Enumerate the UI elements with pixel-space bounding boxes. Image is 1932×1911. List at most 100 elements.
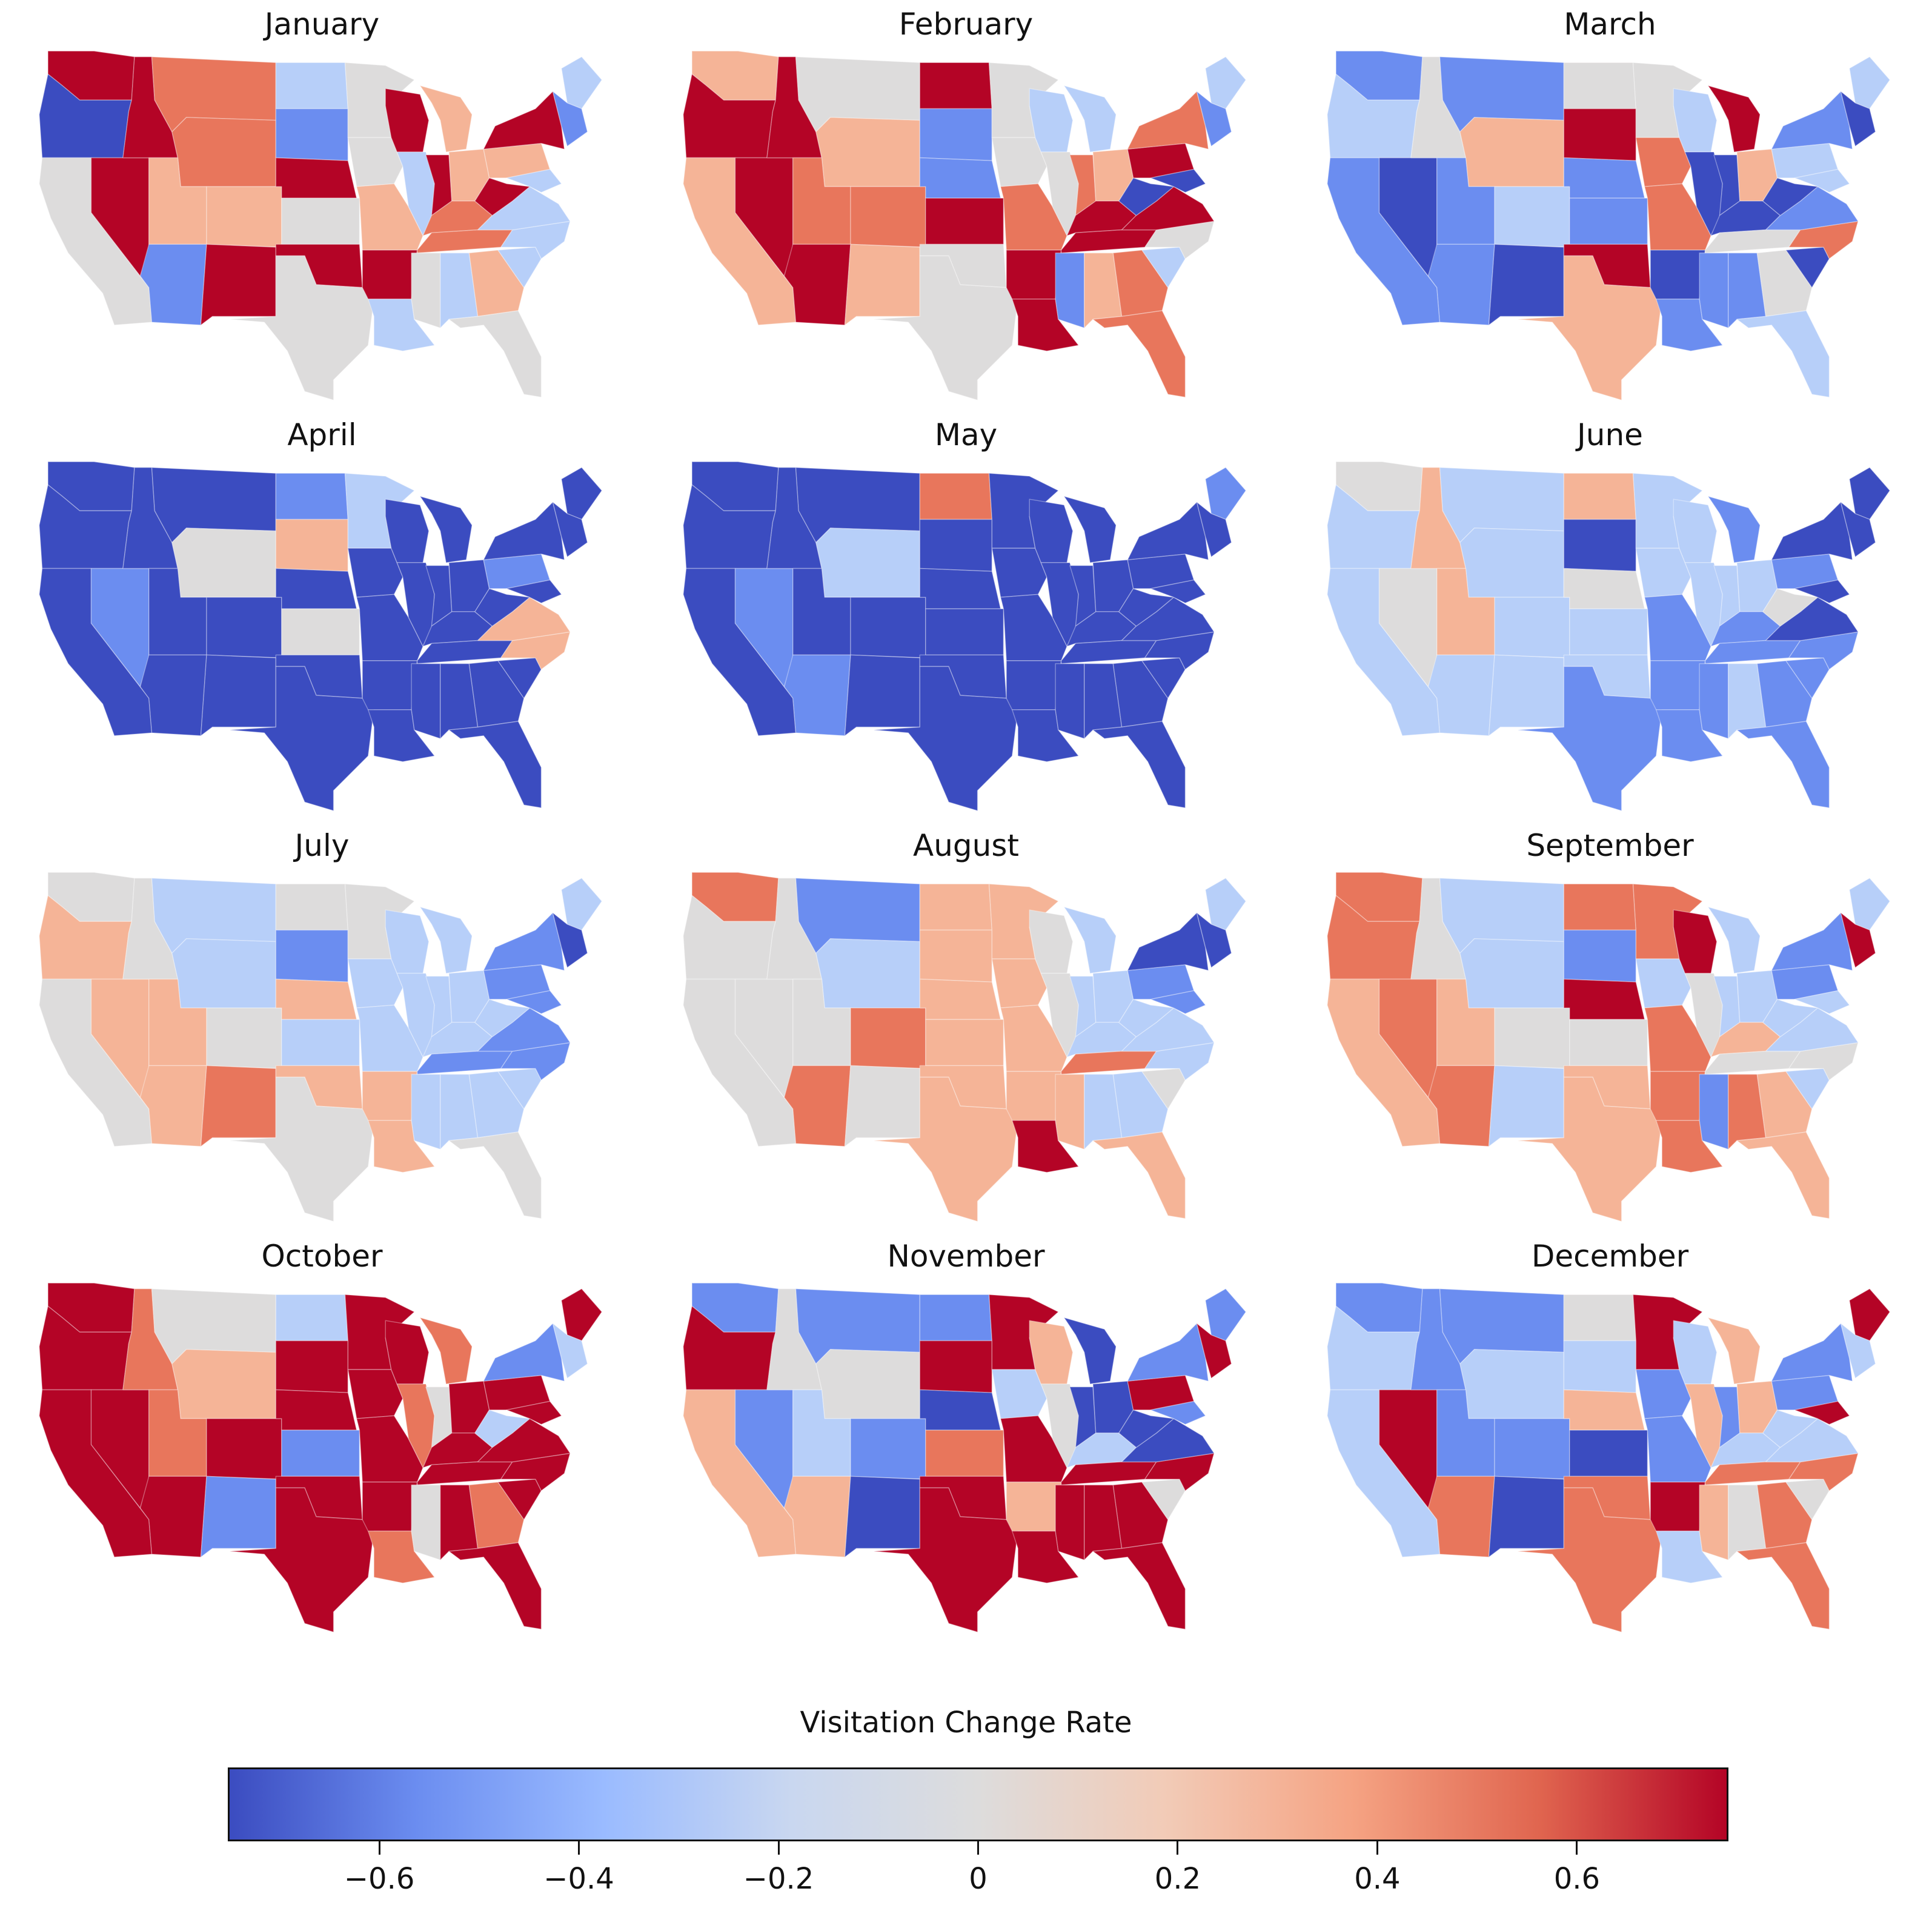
state-mo bbox=[356, 183, 423, 251]
map-panel-march: March bbox=[1288, 0, 1932, 410]
state-ks bbox=[1569, 1019, 1648, 1067]
state-co bbox=[850, 1418, 926, 1480]
state-ks bbox=[281, 1019, 360, 1067]
state-ny bbox=[1127, 91, 1209, 150]
state-ne bbox=[275, 1389, 357, 1431]
choropleth-map bbox=[1327, 50, 1891, 401]
state-wy bbox=[815, 528, 921, 598]
state-tn bbox=[416, 1461, 513, 1486]
state-tx bbox=[1517, 1487, 1662, 1633]
state-mi bbox=[1707, 1317, 1761, 1385]
state-tn bbox=[1060, 1461, 1157, 1486]
state-wy bbox=[1459, 1349, 1565, 1419]
state-me bbox=[561, 1288, 603, 1342]
state-ks bbox=[281, 608, 360, 656]
colorbar-tick-mark bbox=[977, 1841, 979, 1855]
state-me bbox=[1849, 878, 1891, 931]
state-ar bbox=[1650, 250, 1706, 300]
state-me bbox=[1849, 56, 1891, 110]
state-mi bbox=[419, 495, 473, 563]
map-panel-june: June bbox=[1288, 411, 1932, 821]
state-ne-us bbox=[1840, 502, 1876, 558]
choropleth-map bbox=[1327, 1282, 1891, 1633]
state-fl bbox=[1736, 721, 1830, 809]
state-ny bbox=[1771, 502, 1853, 560]
state-mo bbox=[1644, 1004, 1711, 1072]
state-md bbox=[1794, 168, 1850, 193]
state-ne bbox=[1563, 568, 1645, 609]
state-tx bbox=[873, 1076, 1018, 1222]
state-sd bbox=[919, 1340, 993, 1393]
state-ia bbox=[347, 137, 403, 187]
state-la bbox=[1011, 1120, 1079, 1173]
state-me bbox=[561, 56, 603, 110]
state-ne-us bbox=[552, 502, 588, 558]
choropleth-map bbox=[39, 50, 603, 401]
state-mi bbox=[1063, 1317, 1117, 1385]
state-sd bbox=[275, 108, 349, 161]
state-me bbox=[1205, 1288, 1247, 1342]
state-sd bbox=[919, 108, 993, 161]
state-ne-us bbox=[1196, 502, 1232, 558]
state-la bbox=[1011, 1531, 1079, 1584]
state-ne-us bbox=[1196, 1323, 1232, 1379]
state-ar bbox=[362, 250, 418, 300]
choropleth-map bbox=[39, 1282, 603, 1633]
state-ks bbox=[925, 197, 1004, 245]
state-nd bbox=[275, 62, 349, 110]
state-tn bbox=[416, 229, 513, 254]
state-wy bbox=[1459, 528, 1565, 598]
map-panel-july: July bbox=[0, 821, 644, 1231]
state-ia bbox=[991, 137, 1047, 187]
state-ga bbox=[1756, 250, 1813, 317]
state-me bbox=[1205, 467, 1247, 520]
state-la bbox=[1655, 1120, 1723, 1173]
panel-title: December bbox=[1531, 1239, 1689, 1274]
state-ga bbox=[468, 1071, 525, 1139]
state-nm bbox=[844, 243, 921, 326]
choropleth-map bbox=[1327, 461, 1891, 812]
state-ar bbox=[1006, 660, 1062, 710]
state-mi bbox=[1707, 495, 1761, 563]
state-ne-us bbox=[552, 1323, 588, 1379]
state-ne bbox=[275, 568, 357, 609]
state-ga bbox=[468, 250, 525, 317]
state-sd bbox=[919, 929, 993, 982]
state-ar bbox=[1006, 1071, 1062, 1121]
state-mo bbox=[1000, 1415, 1067, 1483]
panel-title: January bbox=[264, 7, 380, 42]
state-ks bbox=[281, 197, 360, 245]
state-co bbox=[1494, 1418, 1570, 1480]
state-ny bbox=[1771, 1323, 1853, 1382]
panel-title: November bbox=[887, 1239, 1045, 1274]
state-ms bbox=[1055, 1073, 1085, 1150]
colorbar-tick-label: 0.4 bbox=[1354, 1862, 1401, 1896]
choropleth-map bbox=[683, 461, 1247, 812]
state-nm bbox=[200, 1475, 277, 1558]
state-tx bbox=[1517, 1076, 1662, 1222]
state-co bbox=[1494, 1007, 1570, 1069]
state-ny bbox=[483, 912, 565, 971]
state-md bbox=[506, 990, 562, 1015]
state-ar bbox=[1650, 1482, 1706, 1532]
state-ne bbox=[1563, 978, 1645, 1020]
state-ne bbox=[919, 978, 1001, 1020]
panel-title: May bbox=[934, 417, 998, 452]
state-md bbox=[506, 168, 562, 193]
state-ga bbox=[1112, 1071, 1169, 1139]
state-ne bbox=[919, 1389, 1001, 1431]
state-ia bbox=[1635, 548, 1691, 598]
state-la bbox=[367, 1531, 435, 1584]
state-ny bbox=[483, 1323, 565, 1382]
choropleth-map bbox=[39, 872, 603, 1222]
state-sd bbox=[1563, 518, 1637, 572]
colorbar-tick-label: −0.6 bbox=[344, 1862, 415, 1896]
state-mi bbox=[419, 906, 473, 974]
state-ar bbox=[1650, 1071, 1706, 1121]
state-fl bbox=[1736, 1131, 1830, 1219]
state-fl bbox=[1092, 1542, 1186, 1630]
state-co bbox=[850, 597, 926, 658]
state-nm bbox=[1488, 243, 1565, 326]
state-nd bbox=[275, 1294, 349, 1342]
state-fl bbox=[448, 310, 542, 398]
